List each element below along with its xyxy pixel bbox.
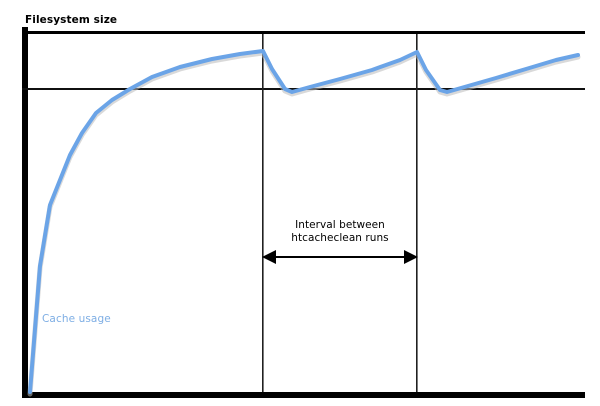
- cleanup-event-line-1: [262, 34, 264, 392]
- x-axis: [22, 392, 585, 398]
- y-axis: [22, 27, 28, 398]
- cache-usage-curve: [28, 49, 580, 394]
- interval-annotation: Interval between htcacheclean runs: [265, 219, 415, 245]
- interval-arrow-head-left: [262, 250, 276, 264]
- interval-arrow: [262, 250, 418, 264]
- interval-annotation-line-2: htcacheclean runs: [291, 232, 389, 245]
- cleanup-event-line-2: [416, 34, 418, 392]
- filesystem-size-line: [22, 31, 585, 34]
- page-title: Filesystem size: [25, 14, 118, 26]
- cache-usage-label: Cache usage: [42, 313, 111, 325]
- interval-annotation-line-1: Interval between: [295, 219, 385, 231]
- interval-arrow-head-right: [404, 250, 418, 264]
